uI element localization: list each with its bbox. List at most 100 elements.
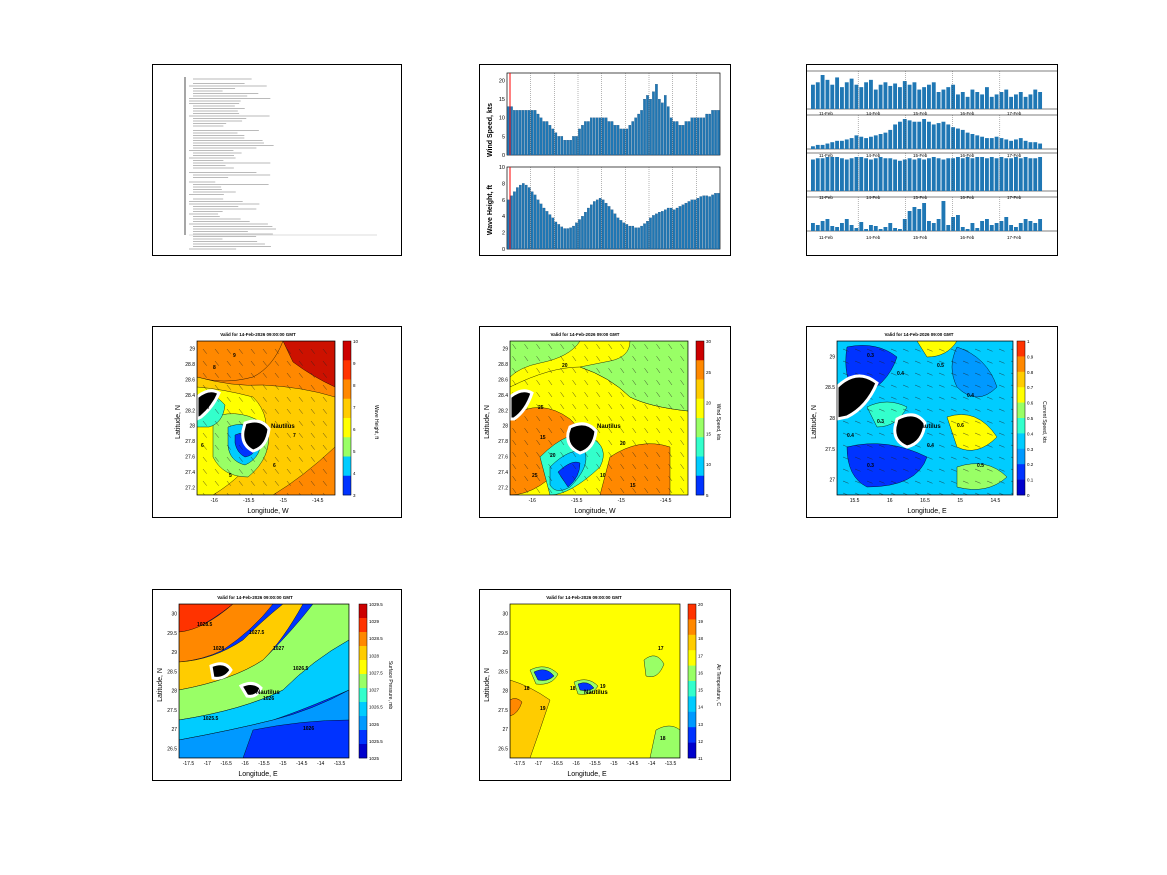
multi-bar-chart: 11-Feb 11-Feb 11-Feb 11-Feb 14-Feb 14-Feb 14-F… bbox=[807, 70, 1057, 240]
map-field: 9 8 7 6 5 6 7 bbox=[197, 341, 335, 495]
contour-fill bbox=[956, 463, 1008, 490]
strip-bar bbox=[931, 124, 936, 149]
wind-speed-map: 20 25 15 20 25 20 15 10 29 28.8 28.6 28.4 28.2 28 27.8… bbox=[484, 332, 721, 515]
contour-label: 25 bbox=[538, 405, 544, 411]
wind-bar bbox=[628, 125, 632, 156]
contour-label: 20 bbox=[620, 441, 626, 447]
vector-arrow bbox=[668, 416, 673, 422]
colorbar-tick: 0.4 bbox=[1027, 431, 1034, 436]
vector-arrow bbox=[866, 360, 873, 364]
vector-arrow bbox=[536, 392, 541, 398]
wind-bar bbox=[548, 125, 552, 156]
vector-arrow bbox=[974, 408, 981, 412]
vector-arrow bbox=[632, 440, 637, 446]
vector-arrow bbox=[926, 480, 933, 484]
vector-arrow bbox=[226, 420, 231, 426]
colorbar-segment bbox=[696, 437, 704, 457]
vector-arrow bbox=[214, 348, 219, 354]
wave-bar bbox=[717, 193, 720, 250]
vector-arrow bbox=[938, 444, 945, 448]
vector-arrow bbox=[854, 360, 861, 364]
vector-arrow bbox=[986, 408, 993, 412]
pressure-map-xlabel: Longitude, E bbox=[238, 771, 278, 778]
strip-bar bbox=[980, 157, 985, 191]
vector-arrow bbox=[286, 408, 291, 414]
vector-arrow bbox=[310, 480, 315, 486]
strip-bar bbox=[873, 89, 878, 109]
colorbar-segment bbox=[1017, 402, 1025, 419]
vector-arrow bbox=[938, 468, 945, 472]
vector-arrow bbox=[656, 392, 661, 398]
current-map-title: Valid for 14-Feb-2026 09:00 GMT bbox=[884, 332, 953, 337]
vector-arrow bbox=[322, 492, 325, 495]
vector-arrow bbox=[262, 360, 267, 366]
contour-label: 20 bbox=[562, 363, 568, 369]
vector-arrow bbox=[238, 420, 243, 426]
vector-arrow bbox=[986, 396, 993, 400]
strip-bar bbox=[811, 84, 815, 109]
strip-bar bbox=[893, 124, 898, 149]
vector-arrow bbox=[914, 456, 921, 460]
vector-arrow bbox=[548, 380, 553, 386]
contour-label: 1026 bbox=[303, 726, 314, 732]
vector-arrow bbox=[262, 384, 267, 390]
vector-arrow bbox=[536, 344, 541, 350]
strip-bar bbox=[840, 158, 844, 191]
vector-arrow bbox=[238, 480, 243, 486]
vector-arrow bbox=[536, 356, 541, 362]
vector-arrow bbox=[842, 468, 849, 472]
vector-arrow bbox=[878, 372, 885, 376]
vector-arrow bbox=[572, 476, 577, 482]
colorbar-segment bbox=[359, 646, 367, 661]
vector-arrow bbox=[310, 396, 315, 402]
contour-fill bbox=[242, 719, 349, 758]
wave-bar bbox=[637, 227, 640, 250]
vector-arrow bbox=[608, 440, 613, 446]
vector-arrow bbox=[938, 432, 945, 436]
colorbar-segment bbox=[688, 681, 696, 697]
vector-arrow bbox=[512, 356, 517, 362]
strip-bar bbox=[844, 82, 849, 109]
colorbar-segment bbox=[688, 727, 696, 743]
vector-arrow bbox=[668, 464, 673, 470]
vector-arrow bbox=[274, 408, 279, 414]
vector-arrow bbox=[262, 396, 267, 402]
colorbar-tick: 6 bbox=[353, 427, 356, 432]
wave-ytick: 2 bbox=[502, 231, 505, 237]
vector-arrow bbox=[890, 372, 897, 376]
vector-arrow bbox=[536, 464, 541, 470]
colorbar-segment bbox=[1017, 464, 1025, 480]
wind-bar bbox=[702, 117, 706, 156]
vector-arrow bbox=[596, 428, 601, 434]
vector-arrow bbox=[298, 444, 303, 450]
map-ytick: 28 bbox=[502, 424, 508, 430]
wind-bar bbox=[705, 113, 708, 156]
vector-arrow bbox=[878, 384, 885, 388]
strip-bar bbox=[994, 136, 999, 149]
vector-arrow bbox=[644, 488, 649, 494]
vector-arrow bbox=[298, 396, 303, 402]
vector-arrow bbox=[620, 344, 625, 350]
colorbar-tick: 9 bbox=[353, 361, 356, 366]
vector-arrow bbox=[560, 440, 565, 446]
vector-arrow bbox=[226, 360, 231, 366]
strip-bar bbox=[1033, 89, 1038, 109]
vector-arrow bbox=[286, 384, 291, 390]
vector-arrow bbox=[998, 408, 1005, 412]
contour-label: 18 bbox=[570, 686, 576, 692]
map-xtick: 16.5 bbox=[920, 498, 930, 504]
contour-label: 10 bbox=[600, 473, 606, 479]
vector-arrow bbox=[286, 444, 291, 450]
vector-arrow bbox=[890, 444, 897, 448]
strip-bar bbox=[859, 222, 864, 231]
strip-bar bbox=[931, 82, 936, 109]
strip-bar bbox=[985, 138, 989, 149]
strip-bar bbox=[989, 225, 994, 231]
contour-label: 1028.5 bbox=[197, 622, 213, 628]
colorbar-segment bbox=[696, 360, 704, 380]
strip-bar bbox=[912, 121, 917, 149]
strip-bar bbox=[893, 159, 898, 191]
land-mass bbox=[566, 422, 598, 455]
strip-bar bbox=[907, 158, 912, 191]
wave-bar bbox=[527, 187, 531, 250]
